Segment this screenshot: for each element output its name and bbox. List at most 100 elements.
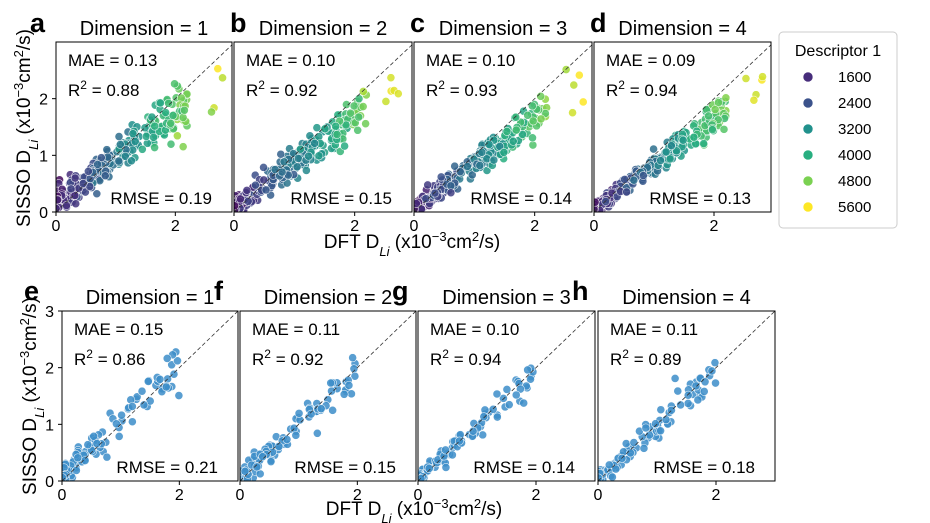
data-point	[441, 445, 450, 455]
data-point	[508, 136, 518, 146]
data-point	[649, 144, 658, 154]
data-point	[162, 354, 172, 363]
data-point	[127, 402, 137, 411]
data-point	[279, 157, 289, 167]
data-point	[339, 389, 349, 399]
plot-frame	[597, 310, 776, 482]
legend: Descriptor 1 1600 2400 3200 4000 4800 5600	[778, 31, 898, 229]
data-point	[710, 358, 720, 368]
data-point	[240, 466, 250, 476]
data-point	[711, 378, 720, 388]
panel-letter: e	[24, 276, 39, 306]
data-point	[741, 74, 751, 83]
plot-frame	[61, 310, 239, 482]
data-point	[430, 188, 440, 198]
panel-title: Dimension = 2	[259, 18, 387, 40]
data-point	[83, 166, 93, 176]
legend-label: 1600	[838, 69, 871, 86]
data-point	[145, 396, 155, 406]
data-point	[83, 440, 93, 450]
data-point	[693, 395, 703, 405]
data-point	[354, 112, 364, 122]
y-tick-label: 0	[45, 474, 54, 491]
y-tick-label: 2	[45, 361, 54, 378]
data-point	[719, 124, 729, 134]
data-point	[536, 91, 546, 101]
legend-marker	[802, 201, 814, 213]
data-point	[161, 382, 171, 392]
mae-label: MAE = 0.13	[68, 51, 157, 70]
data-point	[150, 121, 160, 131]
data-point	[436, 172, 446, 182]
plot-frame	[413, 41, 593, 213]
data-point	[96, 153, 106, 163]
data-point	[477, 147, 487, 157]
data-point	[689, 132, 699, 142]
data-point	[349, 101, 359, 111]
legend-label: 4000	[838, 147, 871, 164]
data-point	[92, 189, 102, 199]
data-point	[691, 381, 701, 391]
data-point	[139, 400, 149, 410]
data-point	[127, 417, 137, 427]
scatter-points	[240, 353, 360, 481]
data-point	[156, 98, 165, 108]
panel-title: Dimension = 3	[442, 287, 570, 309]
data-point	[651, 419, 660, 429]
scatter-points	[234, 73, 403, 212]
data-point	[393, 89, 403, 99]
data-point	[499, 393, 508, 403]
rmse-label: RMSE = 0.14	[470, 189, 572, 208]
panel-e: Dimension = 1 e MAE = 0.15 R2 = 0.86 RMSE = …	[24, 276, 239, 504]
data-point	[527, 101, 537, 111]
data-point	[463, 162, 472, 171]
data-point	[80, 456, 90, 465]
data-point	[386, 73, 396, 83]
data-point	[666, 141, 676, 151]
data-point	[320, 124, 330, 134]
data-point	[89, 431, 99, 441]
mae-label: MAE = 0.15	[74, 320, 163, 339]
data-point	[294, 408, 304, 418]
data-point	[478, 430, 488, 440]
data-point	[349, 364, 359, 374]
y-tick-label: 3	[45, 304, 54, 321]
data-point	[251, 180, 260, 190]
data-point	[639, 443, 649, 453]
data-point	[699, 387, 709, 396]
data-point	[499, 148, 509, 157]
rmse-label: RMSE = 0.21	[116, 458, 218, 477]
data-point	[62, 201, 71, 210]
data-point	[102, 145, 112, 155]
r2-label: R2 = 0.94	[430, 347, 501, 369]
y-tick-label: 2	[39, 92, 48, 109]
data-point	[314, 151, 324, 161]
y-tick-label: 1	[45, 417, 54, 434]
data-point	[347, 389, 356, 399]
panel-d: Dimension = 4 d MAE = 0.09 R2 = 0.94 RMSE = …	[590, 8, 772, 235]
data-point	[710, 105, 720, 114]
data-point	[304, 151, 313, 161]
data-point	[179, 105, 189, 115]
r2-label: R2 = 0.89	[610, 347, 681, 369]
data-point	[120, 151, 130, 161]
data-point	[252, 462, 262, 472]
data-point	[178, 113, 188, 122]
scatter-points	[56, 64, 227, 212]
panel-title: Dimension = 4	[618, 18, 746, 40]
data-point	[523, 110, 533, 120]
data-point	[749, 95, 759, 105]
panel-title: Dimension = 2	[264, 287, 392, 309]
r2-label: R2 = 0.92	[252, 347, 323, 369]
data-point	[258, 452, 268, 462]
data-point	[114, 432, 124, 441]
panel-letter: a	[30, 8, 46, 38]
plot-frame	[55, 41, 233, 213]
data-point	[661, 415, 671, 425]
panel-title: Dimension = 1	[86, 287, 214, 309]
parity-line	[418, 311, 595, 481]
data-point	[358, 102, 368, 111]
data-point	[421, 194, 431, 204]
y-tick-label: 0	[39, 205, 48, 222]
